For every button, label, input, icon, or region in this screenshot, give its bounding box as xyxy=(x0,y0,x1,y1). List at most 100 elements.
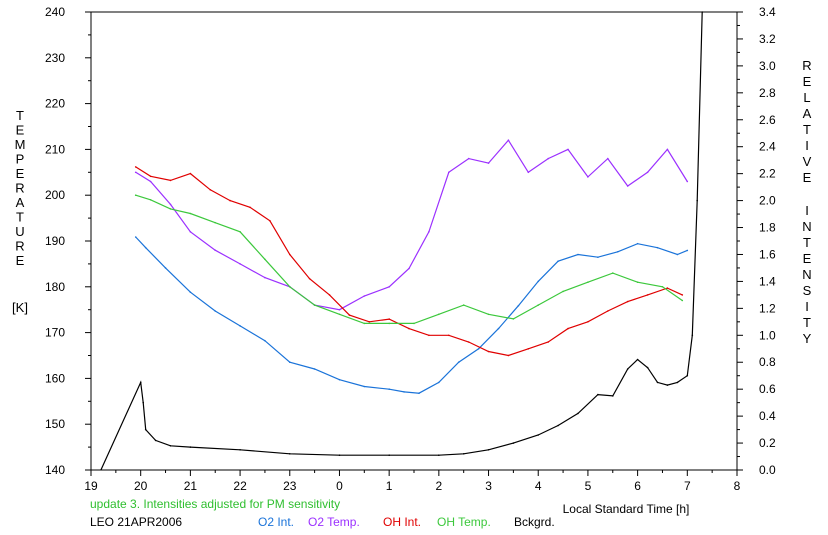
x-axis-title: Local Standard Time [h] xyxy=(563,502,690,516)
series-bckgrd-point xyxy=(676,381,679,384)
series-oh-temp-point xyxy=(512,318,515,320)
series-o2-int-point xyxy=(656,246,659,249)
series-oh-temp-point xyxy=(149,199,152,201)
series-o2-temp-point xyxy=(388,286,391,288)
y-left-tick-label: 160 xyxy=(45,371,65,385)
series-o2-temp-point xyxy=(214,249,216,251)
series-oh-temp-point xyxy=(636,281,639,284)
series-oh-int-point xyxy=(149,175,152,178)
y-right-title-letter: Y xyxy=(803,331,812,346)
series-o2-int-point xyxy=(676,253,679,256)
legend-o2-int: O2 Int. xyxy=(258,515,295,529)
series-o2-int-point xyxy=(264,339,266,342)
series-bckgrd-point xyxy=(666,384,669,386)
y-right-title-letter: A xyxy=(803,106,812,121)
legend-oh-temp: OH Temp. xyxy=(437,515,491,529)
series-bckgrd-point xyxy=(289,453,291,455)
series-oh-temp-point xyxy=(313,304,316,306)
series-oh-int-point xyxy=(368,321,371,323)
series-o2-temp-point xyxy=(239,263,241,265)
y-right-title-letter: R xyxy=(802,58,811,73)
series-o2-temp-point xyxy=(507,139,510,141)
series-o2-int-point xyxy=(134,236,137,238)
footnote-note: update 3. Intensities adjusted for PM se… xyxy=(90,497,341,511)
x-tick-label: 4 xyxy=(535,479,542,493)
series-bckgrd-point xyxy=(239,449,241,451)
series-o2-temp-point xyxy=(428,231,430,233)
series-bckgrd-point xyxy=(656,381,659,384)
series-o2-int-point xyxy=(616,251,619,253)
y-left-title-letter: E xyxy=(16,253,25,268)
series-o2-temp-point xyxy=(567,148,569,151)
y-right-tick-label: 0.6 xyxy=(759,382,776,396)
series-o2-int-point xyxy=(239,325,241,327)
series-oh-int-point xyxy=(408,327,410,330)
series-o2-int-point xyxy=(517,304,520,307)
y-left-title-letter: A xyxy=(16,195,25,210)
series-oh-temp-point xyxy=(413,322,415,325)
y-left-title-letter: U xyxy=(15,224,24,239)
series-bckgrd-point xyxy=(636,358,639,361)
series-o2-temp-point xyxy=(626,185,629,187)
x-tick-label: 20 xyxy=(134,479,148,493)
y-right-title-letter: T xyxy=(803,315,811,330)
series-oh-temp-point xyxy=(214,221,216,224)
series-o2-int-point xyxy=(686,249,689,252)
y-left-unit: [K] xyxy=(12,300,28,315)
y-left-tick-label: 200 xyxy=(45,188,65,202)
y-right-tick-label: 1.4 xyxy=(759,274,776,288)
series-bckgrd-point xyxy=(577,412,579,415)
y-right-title-letter: E xyxy=(803,170,812,185)
y-right-title-letter: I xyxy=(805,203,809,218)
series-o2-temp-point xyxy=(264,276,266,279)
series-o2-temp-point xyxy=(487,162,490,164)
y-left-tick-label: 240 xyxy=(45,5,65,19)
series-oh-int-point xyxy=(507,354,510,357)
series-o2-temp-point xyxy=(408,267,410,270)
x-tick-label: 23 xyxy=(283,479,297,493)
y-right-title-letter: T xyxy=(803,235,811,250)
series-o2-int-point xyxy=(164,267,167,269)
series-o2-temp-point xyxy=(686,180,689,183)
series-oh-temp-point xyxy=(681,299,684,302)
series-o2-temp-point xyxy=(646,171,649,174)
series-o2-temp-point xyxy=(363,295,366,297)
series-o2-int-point xyxy=(363,385,366,388)
series-bckgrd-point xyxy=(388,454,391,457)
series-o2-int-point xyxy=(214,310,216,312)
x-tick-label: 3 xyxy=(485,479,492,493)
series-bckgrd-point xyxy=(154,439,157,442)
y-left-tick-label: 190 xyxy=(45,234,65,248)
series-oh-temp-point xyxy=(264,258,266,261)
series-bckgrd-point xyxy=(487,449,490,451)
x-tick-label: 19 xyxy=(84,479,98,493)
series-o2-int-point xyxy=(289,361,291,364)
y-right-title-letter: N xyxy=(802,219,811,234)
y-right-tick-label: 0.4 xyxy=(759,409,776,423)
series-oh-int-point xyxy=(169,179,172,182)
series-oh-int-point xyxy=(448,334,450,337)
series-o2-int-point xyxy=(418,392,420,395)
series-oh-int-line xyxy=(135,166,683,357)
series-oh-int-point xyxy=(467,341,470,343)
legend-bckgrd: Bckgrd. xyxy=(514,515,555,529)
y-left-tick-label: 180 xyxy=(45,280,65,294)
series-bckgrd-point xyxy=(646,366,649,369)
y-left-title-letter: E xyxy=(16,123,25,138)
y-right-tick-label: 3.0 xyxy=(759,59,776,73)
series-bckgrd-point xyxy=(438,454,440,457)
series-oh-int-point xyxy=(229,199,231,202)
y-right-tick-label: 1.0 xyxy=(759,328,776,342)
series-oh-temp-point xyxy=(537,304,539,306)
series-o2-temp-point xyxy=(467,157,470,160)
y-left-tick-label: 220 xyxy=(45,97,65,111)
series-bckgrd-point xyxy=(189,446,192,448)
series-o2-int-point xyxy=(313,368,316,370)
y-left-title-letter: T xyxy=(16,108,24,123)
series-oh-temp-point xyxy=(189,212,192,215)
y-right-tick-label: 2.6 xyxy=(759,113,776,127)
y-left-title-letter: T xyxy=(16,210,24,225)
series-oh-int-point xyxy=(666,287,669,289)
y-left-title-letter: P xyxy=(16,152,25,167)
